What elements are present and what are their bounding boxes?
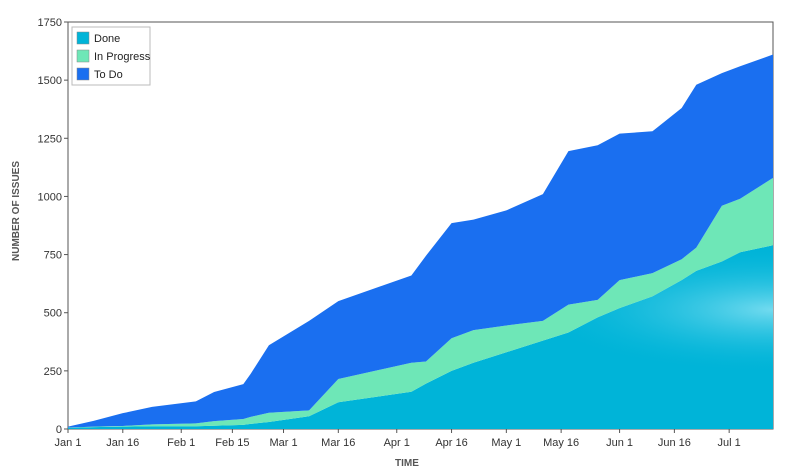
area-done-highlight — [68, 245, 773, 429]
y-axis-ticks: 0 250 500 750 1000 1250 1500 1750 — [38, 17, 68, 436]
y-tick-label: 1750 — [38, 17, 62, 29]
x-tick-label: Apr 1 — [384, 437, 410, 449]
area-to-do — [68, 54, 773, 428]
x-tick-label: Apr 16 — [435, 437, 467, 449]
x-tick-label: Mar 16 — [321, 437, 355, 449]
x-axis-title: TIME — [395, 458, 419, 469]
y-tick-label: 1250 — [38, 133, 62, 145]
legend-swatch — [76, 49, 90, 63]
x-tick-label: Mar 1 — [269, 437, 297, 449]
legend-label: Done — [94, 33, 120, 45]
x-tick-label: Jun 16 — [658, 437, 691, 449]
x-tick-label: Feb 1 — [167, 437, 195, 449]
y-tick-label: 250 — [44, 366, 62, 378]
legend-label: In Progress — [94, 51, 151, 63]
x-axis-ticks: Jan 1 Jan 16 Feb 1 Feb 15 Mar 1 Mar 16 Apr 1 Ap… — [55, 429, 741, 449]
area-in-progress — [68, 177, 773, 428]
x-tick-label: Jul 1 — [718, 437, 741, 449]
y-tick-label: 1500 — [38, 75, 62, 87]
series-areas — [68, 54, 773, 429]
y-tick-label: 1000 — [38, 191, 62, 203]
legend-label: To Do — [94, 69, 123, 81]
x-tick-label: Jun 1 — [606, 437, 633, 449]
x-tick-label: Feb 15 — [215, 437, 249, 449]
x-tick-label: May 1 — [491, 437, 521, 449]
y-tick-label: 500 — [44, 308, 62, 320]
legend-swatch — [76, 67, 90, 81]
x-tick-label: Jan 1 — [55, 437, 82, 449]
x-tick-label: Jan 16 — [106, 437, 139, 449]
legend-swatch — [76, 31, 90, 45]
y-axis-title: NUMBER OF ISSUES — [11, 161, 22, 261]
y-tick-label: 0 — [56, 424, 62, 436]
legend: Done In Progress To Do — [71, 26, 151, 86]
x-tick-label: May 16 — [543, 437, 579, 449]
y-tick-label: 750 — [44, 250, 62, 262]
